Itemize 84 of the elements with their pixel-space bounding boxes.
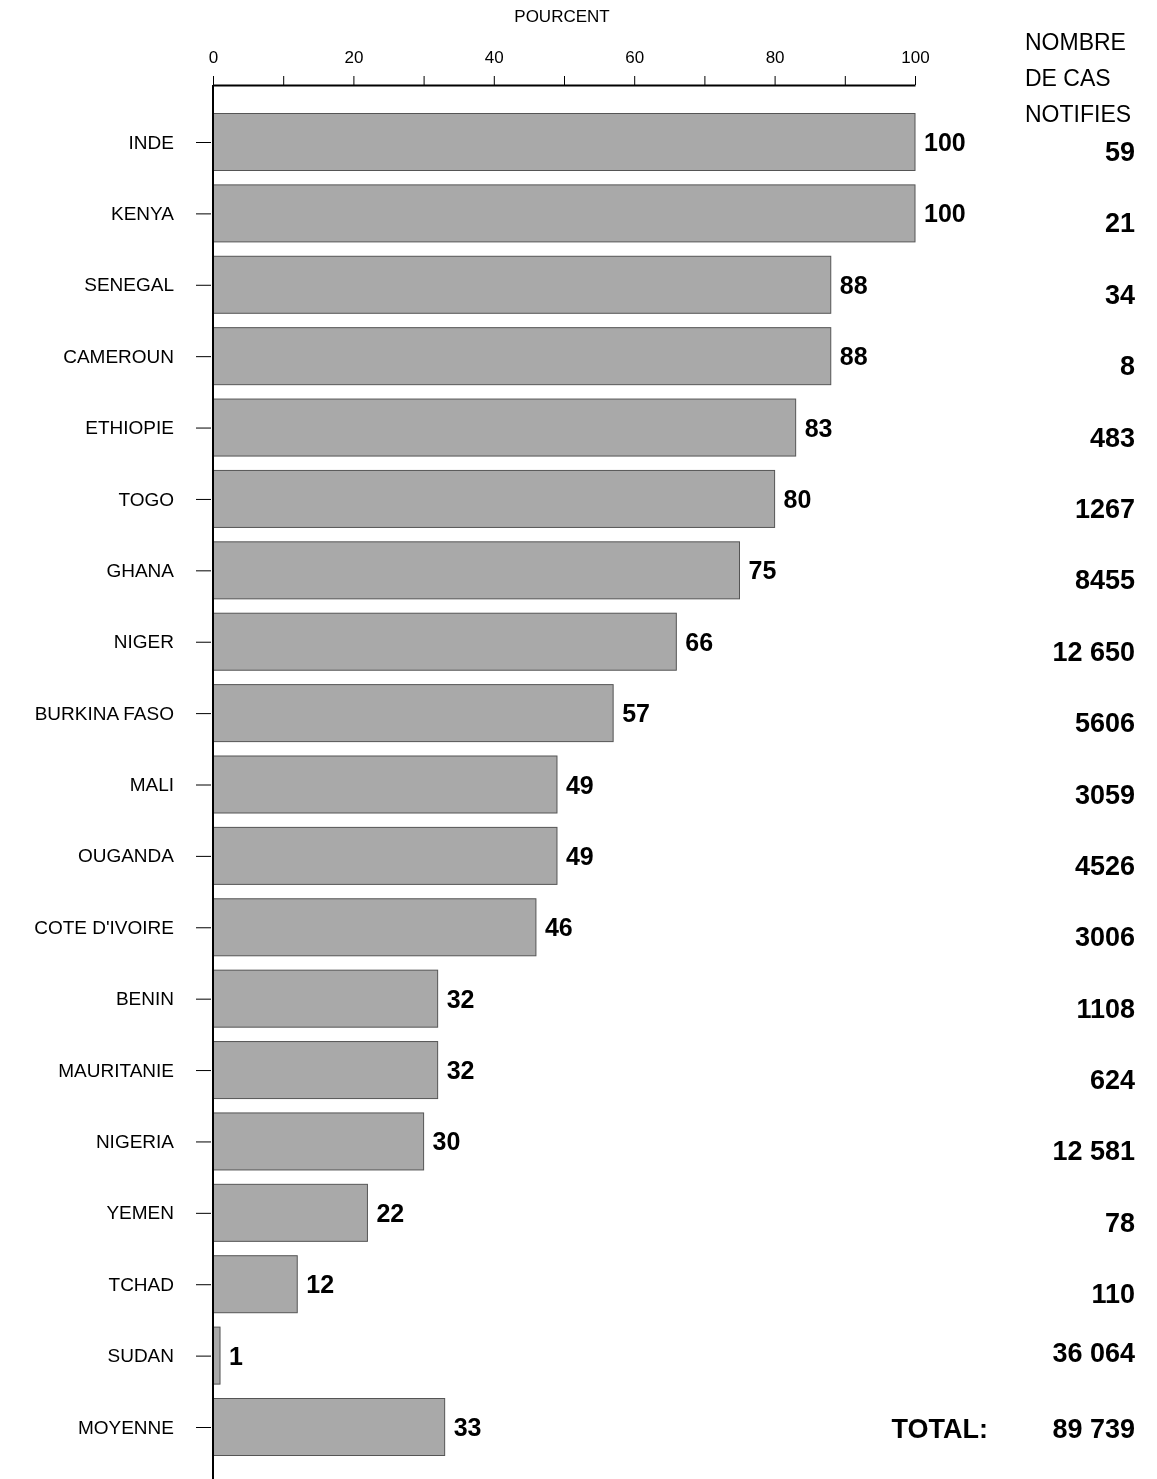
y-tick-label: YEMEN — [106, 1202, 174, 1224]
data-label: 32 — [446, 984, 475, 1013]
x-tick-label: 100 — [901, 47, 930, 67]
data-label: 1 — [229, 1341, 244, 1370]
text: 3006 — [1074, 922, 1135, 953]
bar — [212, 1398, 446, 1456]
y-tick-label: COTE D'IVOIRE — [34, 916, 174, 938]
bar — [212, 398, 797, 457]
text: 34 — [1104, 279, 1135, 310]
bar — [212, 684, 614, 743]
data-label: 49 — [565, 770, 594, 799]
text: 3059 — [1074, 779, 1135, 810]
y-tick-label: BURKINA FASO — [34, 702, 174, 724]
text: 110 — [1091, 1279, 1135, 1310]
text: 21 — [1104, 208, 1135, 239]
y-tick-label: ETHIOPIE — [85, 417, 174, 439]
data-label: 100 — [924, 128, 966, 156]
data-label: 46 — [544, 913, 573, 942]
data-label: 22 — [376, 1198, 405, 1227]
y-tick-label: MALI — [129, 774, 174, 796]
bar — [212, 255, 832, 314]
x-tick-label: 80 — [765, 47, 785, 67]
bar — [212, 969, 439, 1028]
bar — [212, 541, 740, 600]
x-tick-label: 60 — [625, 47, 645, 67]
data-label: 88 — [839, 342, 868, 371]
y-tick-label: TCHAD — [108, 1273, 174, 1295]
bar — [212, 612, 677, 671]
text: 78 — [1104, 1207, 1135, 1238]
bar — [212, 184, 916, 243]
bar — [212, 898, 537, 957]
data-label: 33 — [453, 1413, 482, 1441]
data-label: 100 — [924, 199, 966, 228]
bar — [212, 1041, 439, 1100]
data-label: 83 — [804, 413, 833, 442]
x-tick-label: 20 — [344, 47, 364, 67]
annotation: TOTAL: — [891, 1414, 988, 1444]
y-tick-label: INDE — [128, 131, 174, 153]
y-tick-label: MOYENNE — [77, 1416, 174, 1438]
data-label: 49 — [565, 841, 594, 870]
bar — [212, 469, 776, 528]
y-tick-label: NIGERIA — [95, 1131, 175, 1153]
y-tick-label: MAURITANIE — [58, 1059, 174, 1081]
text: 8 — [1119, 351, 1135, 382]
text: 483 — [1089, 422, 1135, 453]
text: 5606 — [1074, 708, 1135, 739]
text: 1267 — [1074, 493, 1135, 524]
bar — [212, 327, 832, 386]
data-label: 80 — [783, 484, 812, 513]
text: 8455 — [1074, 565, 1135, 596]
x-axis-title: POURCENT — [514, 7, 610, 26]
text: 1108 — [1076, 993, 1135, 1024]
y-tick-label: NIGER — [113, 631, 174, 653]
text: 12 581 — [1052, 1136, 1135, 1167]
bar — [212, 113, 916, 171]
data-label: 30 — [432, 1127, 461, 1156]
y-tick-label: OUGANDA — [77, 845, 175, 867]
x-tick-label: 0 — [208, 47, 219, 67]
text: 36 064 — [1052, 1337, 1135, 1368]
text: 89 739 — [1052, 1414, 1135, 1444]
data-label: 66 — [685, 627, 714, 656]
data-label: 75 — [748, 556, 777, 585]
text: 59 — [1104, 137, 1135, 167]
bar — [212, 826, 558, 885]
text: 4526 — [1074, 850, 1135, 881]
y-tick-label: SUDAN — [107, 1345, 174, 1367]
data-label: 12 — [306, 1270, 335, 1299]
text: 12 650 — [1052, 636, 1135, 667]
y-tick-label: CAMEROUN — [63, 345, 174, 367]
y-tick-label: BENIN — [115, 988, 174, 1010]
y-tick-label: TOGO — [118, 488, 174, 510]
y-tick-label: KENYA — [110, 202, 175, 224]
bar — [212, 1255, 298, 1314]
y-tick-label: GHANA — [106, 559, 175, 581]
text: NOMBRE DE CAS NOTIFIES — [1025, 29, 1132, 127]
y-tick-label: SENEGAL — [84, 274, 174, 296]
bar — [212, 755, 558, 814]
data-label: 88 — [839, 270, 868, 299]
bar — [212, 1112, 425, 1171]
bar — [212, 1183, 368, 1242]
text: 624 — [1089, 1065, 1135, 1096]
x-tick-label: 40 — [484, 47, 504, 67]
data-label: 32 — [446, 1056, 475, 1085]
data-label: 57 — [622, 699, 650, 728]
